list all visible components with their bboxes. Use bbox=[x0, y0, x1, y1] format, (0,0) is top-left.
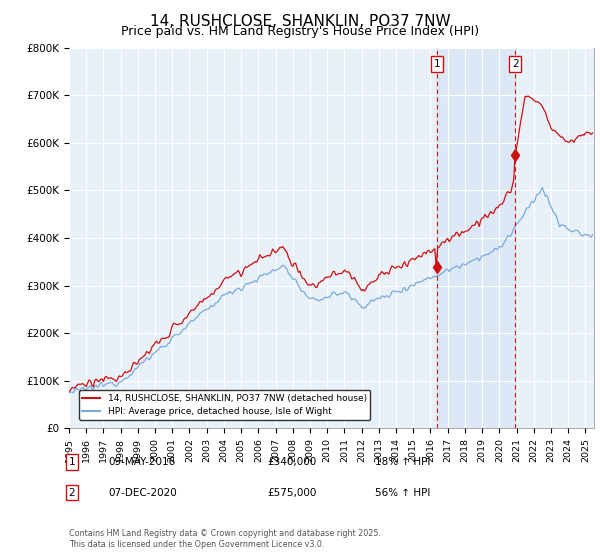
Text: 09-MAY-2016: 09-MAY-2016 bbox=[108, 457, 175, 467]
Text: 2: 2 bbox=[512, 59, 518, 69]
Text: 1: 1 bbox=[433, 59, 440, 69]
Text: 07-DEC-2020: 07-DEC-2020 bbox=[108, 488, 177, 498]
Text: Contains HM Land Registry data © Crown copyright and database right 2025.
This d: Contains HM Land Registry data © Crown c… bbox=[69, 529, 381, 549]
Text: 1: 1 bbox=[68, 457, 76, 467]
Text: 2: 2 bbox=[68, 488, 76, 498]
Text: 18% ↑ HPI: 18% ↑ HPI bbox=[375, 457, 430, 467]
Text: Price paid vs. HM Land Registry's House Price Index (HPI): Price paid vs. HM Land Registry's House … bbox=[121, 25, 479, 38]
Bar bbox=[437, 48, 515, 428]
Text: £340,000: £340,000 bbox=[267, 457, 316, 467]
Text: 56% ↑ HPI: 56% ↑ HPI bbox=[375, 488, 430, 498]
Legend: 14, RUSHCLOSE, SHANKLIN, PO37 7NW (detached house), HPI: Average price, detached: 14, RUSHCLOSE, SHANKLIN, PO37 7NW (detac… bbox=[79, 390, 370, 420]
Text: 14, RUSHCLOSE, SHANKLIN, PO37 7NW: 14, RUSHCLOSE, SHANKLIN, PO37 7NW bbox=[149, 14, 451, 29]
Text: £575,000: £575,000 bbox=[267, 488, 316, 498]
